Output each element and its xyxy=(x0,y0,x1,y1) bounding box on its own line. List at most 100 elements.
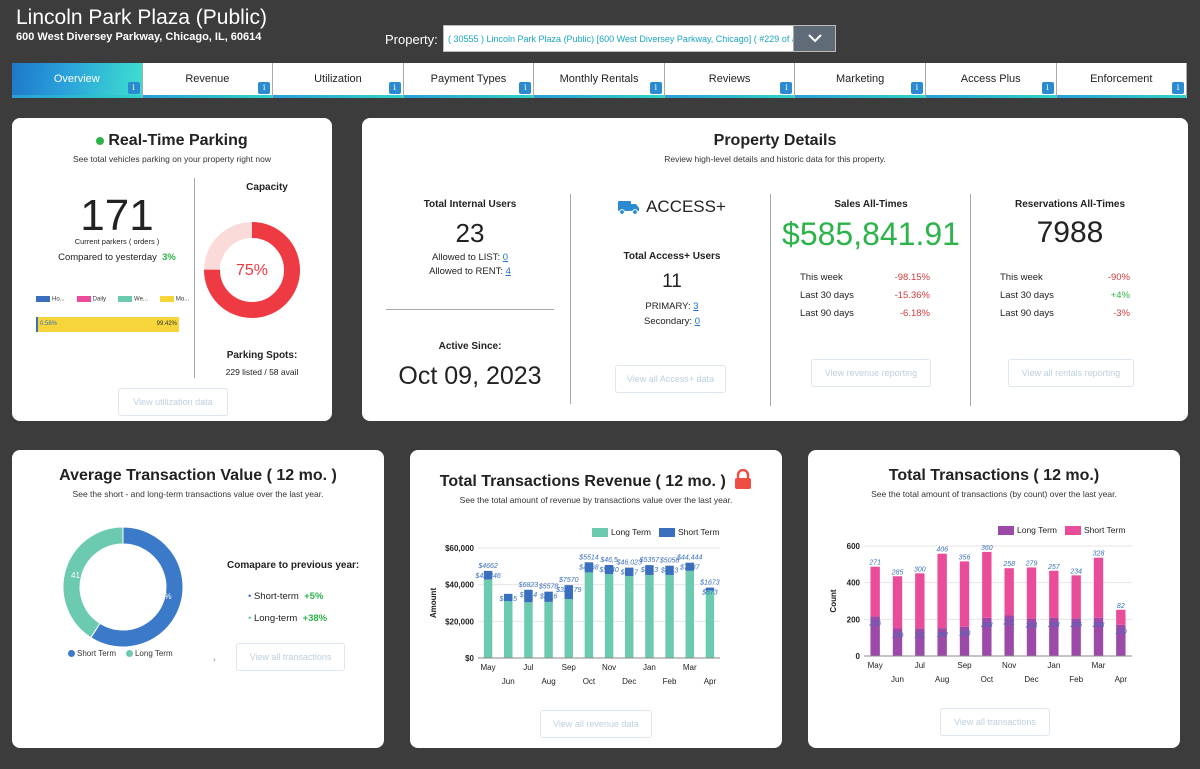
bar-long-term-may[interactable] xyxy=(870,616,880,656)
info-icon[interactable]: i xyxy=(1041,82,1054,94)
info-icon[interactable]: i xyxy=(127,82,140,94)
bar-short-label: $46,023 xyxy=(616,560,642,567)
view-rentals-button[interactable]: View all rentals reporting xyxy=(1008,359,1134,387)
info-icon[interactable]: i xyxy=(649,82,662,94)
info-icon[interactable]: i xyxy=(1172,82,1185,94)
bar-short-term-jul[interactable] xyxy=(524,589,533,603)
view-revenue-button[interactable]: View revenue reporting xyxy=(811,359,931,387)
bar-short-term-aug[interactable] xyxy=(544,591,553,602)
tab-overview[interactable]: Overview i xyxy=(12,63,143,98)
bar-short-term-may[interactable] xyxy=(870,566,880,617)
bar-short-term-jul[interactable] xyxy=(915,573,925,629)
view-all-transactions-button-2[interactable]: View all transactions xyxy=(940,708,1050,736)
info-icon[interactable]: i xyxy=(388,82,401,94)
pd-divider-2 xyxy=(770,194,771,406)
bar-long-term-jul[interactable] xyxy=(915,628,925,656)
primary-link[interactable]: 3 xyxy=(693,301,699,312)
view-access-button[interactable]: View all Access+ data xyxy=(615,365,726,393)
info-icon[interactable]: i xyxy=(780,82,793,94)
avg-tx-legend: Short Term Long Term xyxy=(68,649,173,658)
bar-long-term-may[interactable] xyxy=(483,579,493,658)
bar-short-term-dec[interactable] xyxy=(1026,567,1037,619)
bar-short-term-oct[interactable] xyxy=(982,551,992,618)
bar-short-term-feb[interactable] xyxy=(1071,575,1081,619)
x-tick-label: Mar xyxy=(683,663,697,672)
bar-long-term-sep[interactable] xyxy=(959,626,970,656)
tab-revenue[interactable]: Revenue i xyxy=(142,63,274,98)
view-revenue-data-button[interactable]: View all revenue data xyxy=(540,710,652,738)
bar-long-term-jan[interactable] xyxy=(1049,617,1059,656)
current-parkers-count: 171 xyxy=(80,191,154,240)
bar-long-term-sep[interactable] xyxy=(564,599,573,658)
info-icon[interactable]: i xyxy=(258,82,271,94)
secondary-link[interactable]: 0 xyxy=(694,316,700,327)
bar-short-term-sep[interactable] xyxy=(564,585,573,600)
view-all-transactions-button-1[interactable]: View all transactions xyxy=(236,643,345,671)
bar-value-label: 150 xyxy=(892,633,904,640)
property-select[interactable]: ( 30555 ) Lincoln Park Plaza (Public) [6… xyxy=(443,25,836,52)
bar-long-term-aug[interactable] xyxy=(937,628,947,656)
bar-long-term-nov[interactable] xyxy=(604,574,614,658)
bar-long-term-mar[interactable] xyxy=(1093,617,1104,656)
utilization-bar: 0.58% 99.42% xyxy=(36,317,179,332)
long-term-value: +38% xyxy=(302,613,328,624)
bar-long-term-dec[interactable] xyxy=(1026,618,1037,656)
bar-short-term-sep[interactable] xyxy=(959,561,970,627)
bar-short-term-jun[interactable] xyxy=(504,593,513,602)
allowed-list-link[interactable]: 0 xyxy=(502,252,509,263)
bar-long-term-dec[interactable] xyxy=(625,576,634,658)
bar-short-term-may[interactable] xyxy=(483,570,493,580)
bar-short-term-feb[interactable] xyxy=(665,565,674,575)
legend-monthly: Mo... xyxy=(159,296,189,303)
tab-enforcement[interactable]: Enforcement i xyxy=(1056,63,1188,98)
info-icon[interactable]: i xyxy=(519,82,532,94)
bar-short-term-nov[interactable] xyxy=(1004,568,1014,616)
bar-long-term-apr[interactable] xyxy=(705,590,715,658)
bar-long-term-oct[interactable] xyxy=(982,617,992,656)
bar-long-term-jun[interactable] xyxy=(504,601,513,658)
property-details-card: Property Details Review high-level detai… xyxy=(362,118,1188,421)
bar-long-term-nov[interactable] xyxy=(1004,615,1014,656)
bar-short-term-nov[interactable] xyxy=(604,564,614,575)
bar-long-term-jul[interactable] xyxy=(524,602,533,658)
bar-long-term-oct[interactable] xyxy=(584,572,594,658)
bar-short-term-dec[interactable] xyxy=(625,567,634,577)
tab-marketing[interactable]: Marketing i xyxy=(795,63,926,98)
bar-short-term-jan[interactable] xyxy=(645,565,654,575)
tab-payment-types[interactable]: Payment Types i xyxy=(403,63,535,98)
bar-long-term-mar[interactable] xyxy=(685,570,694,658)
x-tick-label: Nov xyxy=(602,663,616,672)
bar-short-label: $6823 xyxy=(518,582,539,589)
bar-short-term-aug[interactable] xyxy=(937,553,947,629)
bar-long-term-jan[interactable] xyxy=(645,574,654,658)
tab-label: Reviews xyxy=(708,73,751,85)
info-icon[interactable]: i xyxy=(910,82,923,94)
allowed-rent-link[interactable]: 4 xyxy=(505,266,511,277)
bar-short-term-mar[interactable] xyxy=(1093,557,1104,618)
bar-long-term-apr[interactable] xyxy=(1116,624,1126,656)
bar-short-term-apr[interactable] xyxy=(1116,609,1126,625)
stat-label: Last 30 days xyxy=(1000,290,1054,301)
y-axis-label: Amount xyxy=(429,588,438,619)
tab-reviews[interactable]: Reviews i xyxy=(664,63,796,98)
bar-short-term-jan[interactable] xyxy=(1049,570,1059,618)
bar-short-term-mar[interactable] xyxy=(685,562,694,571)
tab-monthly-rentals[interactable]: Monthly Rentals i xyxy=(534,63,665,98)
bar-long-term-feb[interactable] xyxy=(665,574,674,658)
property-select-toggle[interactable] xyxy=(793,26,835,51)
tab-utilization[interactable]: Utilization i xyxy=(273,63,404,98)
bar-short-term-oct[interactable] xyxy=(584,562,594,573)
primary-label: PRIMARY: xyxy=(645,301,691,312)
property-details-subtitle: Review high-level details and historic d… xyxy=(664,154,886,164)
bar-long-term-feb[interactable] xyxy=(1071,618,1081,656)
tab-access-plus[interactable]: Access Plus i xyxy=(925,63,1057,98)
bar-long-term-aug[interactable] xyxy=(544,601,553,658)
bar-long-term-jun[interactable] xyxy=(892,628,903,657)
x-tick-label: Jul xyxy=(523,663,533,672)
view-utilization-button[interactable]: View utilization data xyxy=(118,388,228,416)
bar-short-term-jun[interactable] xyxy=(892,576,903,629)
x-tick-label: Aug xyxy=(541,677,555,686)
short-term-label: Short-term xyxy=(253,591,299,602)
avg-tx-title: Average Transaction Value ( 12 mo. ) xyxy=(59,467,337,484)
bar-short-term-apr[interactable] xyxy=(705,587,715,591)
